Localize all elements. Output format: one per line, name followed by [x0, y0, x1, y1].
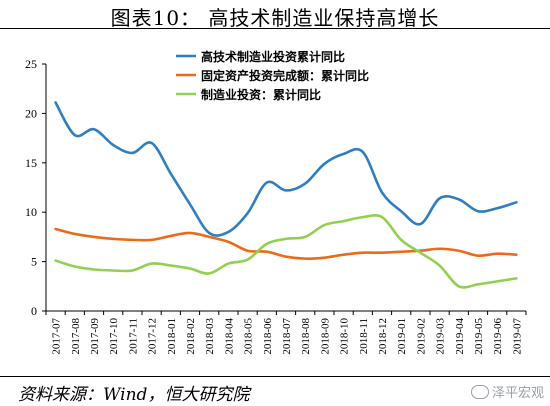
x-tick-label: 2018-07 — [281, 318, 293, 355]
x-tick-label: 2017-08 — [70, 318, 82, 355]
x-tick-label: 2019-01 — [396, 318, 408, 355]
source-note: 资料来源：Wind，恒大研究院 — [18, 385, 250, 405]
x-tick-label: 2018-11 — [358, 318, 370, 354]
x-tick-label: 2018-04 — [223, 318, 235, 355]
y-tick-label: 25 — [25, 57, 37, 71]
watermark: 泽平宏观 — [470, 382, 544, 401]
wechat-icon — [470, 385, 489, 399]
x-tick-label: 2018-09 — [319, 318, 331, 355]
footer-rule — [0, 376, 550, 377]
x-tick-label: 2019-03 — [435, 318, 447, 355]
x-tick-label: 2018-12 — [377, 318, 389, 355]
x-tick-label: 2019-04 — [454, 318, 466, 355]
x-tick-label: 2019-05 — [473, 318, 485, 355]
x-tick-label: 2018-10 — [339, 318, 351, 355]
x-tick-label: 2017-11 — [127, 318, 139, 354]
legend-label-1: 高技术制造业投资累计同比 — [201, 49, 345, 64]
y-tick-label: 0 — [31, 304, 37, 318]
x-tick-label: 2019-06 — [492, 318, 504, 355]
series-line-1 — [54, 101, 518, 237]
title-bar: 图表10： 高技术制造业保持高增长 — [0, 0, 550, 30]
y-tick-label: 15 — [25, 156, 37, 170]
legend-label-3: 制造业投资：累计同比 — [201, 87, 321, 102]
legend-label-2: 固定资产投资完成额：累计同比 — [201, 68, 369, 83]
x-tick-label: 2019-07 — [511, 318, 523, 355]
x-tick-label: 2018-01 — [166, 318, 178, 355]
x-tick-label: 2017-12 — [147, 318, 159, 355]
series-line-3 — [54, 214, 518, 289]
chart-title: 图表10： 高技术制造业保持高增长 — [110, 6, 440, 30]
x-tick-label: 2018-05 — [243, 318, 255, 355]
y-tick-label: 20 — [25, 106, 37, 120]
series-line-2 — [54, 227, 518, 260]
x-tick-label: 2017-10 — [108, 318, 120, 355]
x-tick-label: 2018-02 — [185, 318, 197, 355]
x-tick-label: 2018-06 — [262, 318, 274, 355]
x-tick-label: 2018-08 — [300, 318, 312, 355]
line-chart: 0 5 10 15 20 25 2017-07 2017-08 2017-09 2017-10 20… — [25, 49, 527, 355]
x-tick-label: 2017-07 — [51, 318, 63, 355]
x-tick-label: 2019-02 — [415, 318, 427, 355]
y-tick-label: 5 — [31, 255, 37, 269]
x-tick-label: 2017-09 — [89, 318, 101, 355]
watermark-label: 泽平宏观 — [491, 386, 544, 401]
x-tick-label: 2018-03 — [204, 318, 216, 355]
y-tick-label: 10 — [25, 205, 37, 219]
